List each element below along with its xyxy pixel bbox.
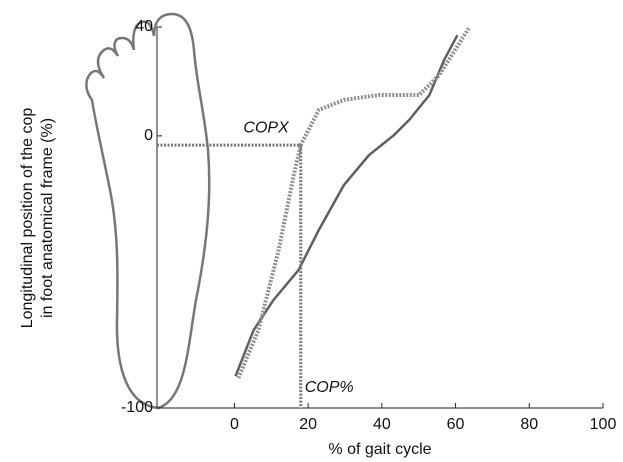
x-axis-label: % of gait cycle <box>328 441 431 458</box>
x-tick-label: 100 <box>590 416 617 433</box>
annotation: COPX <box>243 119 290 136</box>
x-tick-label: 40 <box>373 416 391 433</box>
series-line <box>236 25 472 379</box>
series-line <box>234 34 459 377</box>
y-tick-label: 40 <box>135 18 153 35</box>
x-tick-label: 80 <box>520 416 538 433</box>
x-tick-label: 20 <box>299 416 317 433</box>
x-tick-label: 60 <box>447 416 465 433</box>
y-tick-label: -100 <box>121 399 153 416</box>
annotation: COP% <box>305 379 354 396</box>
y-axis-label: in foot anatomical frame (%) <box>39 118 56 318</box>
y-axis-label: Longitudinal position of the cop <box>19 108 36 329</box>
foot-outline <box>85 12 211 410</box>
x-tick-label: 0 <box>230 416 239 433</box>
y-tick-label: 0 <box>144 127 153 144</box>
